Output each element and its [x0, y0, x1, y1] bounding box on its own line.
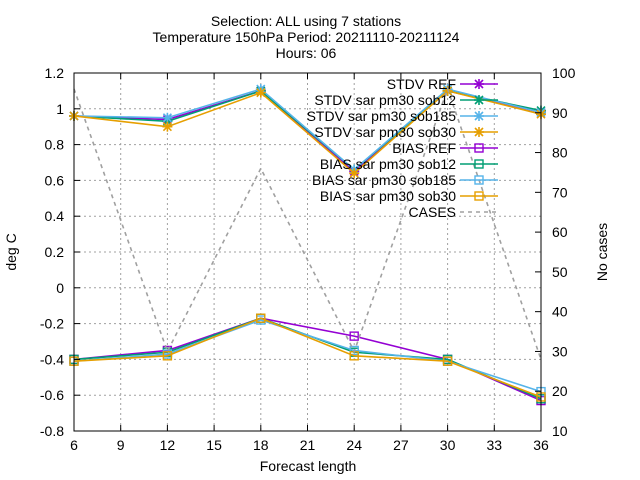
- legend-label-3: STDV sar pm30 sob30: [314, 124, 456, 140]
- x-axis: 6 9 12 15 18 21 24 27 30 33 36: [70, 73, 549, 453]
- y-axis-label: deg C: [3, 233, 19, 270]
- series-line-6: [73, 319, 542, 393]
- x-tick-label: 30: [440, 437, 456, 453]
- series-layer: [69, 84, 546, 406]
- y-tick-label: 0.4: [45, 208, 65, 224]
- data-point-3-2: [255, 87, 266, 98]
- x-tick-label: 27: [393, 437, 409, 453]
- y2-tick-label: 20: [552, 383, 568, 399]
- x-tick-label: 18: [253, 437, 269, 453]
- x-axis-label: Forecast length: [260, 458, 357, 474]
- data-point-2-1: [162, 112, 173, 123]
- title-line-2: Temperature 150hPa Period: 20211110-2021…: [153, 29, 460, 45]
- legend-label-4: BIAS REF: [392, 140, 456, 156]
- x-tick-label: 33: [487, 437, 503, 453]
- legend-marker-0: [474, 79, 484, 89]
- x-tick-label: 9: [117, 437, 125, 453]
- y-tick-label: 1.2: [45, 65, 65, 81]
- y-tick-label: 0.2: [45, 244, 65, 260]
- legend-marker-1: [474, 95, 484, 105]
- y-axis: -0.8 -0.6 -0.4 -0.2 0 0.2 0.4 0.6 0.8 1 1.2: [40, 65, 80, 439]
- x-tick-label: 15: [206, 437, 222, 453]
- data-point-7-4: [442, 356, 453, 366]
- series-line-3: [73, 90, 542, 175]
- y2-tick-label: 30: [552, 343, 568, 359]
- y2-tick-label: 90: [552, 105, 568, 121]
- legend-marker-3: [474, 127, 484, 137]
- x-tick-label: 12: [160, 437, 176, 453]
- x-tick-label: 24: [346, 437, 362, 453]
- series-line-8: [73, 86, 542, 360]
- legend-marker-2: [474, 111, 484, 121]
- y2-tick-label: 80: [552, 145, 568, 161]
- grid: [74, 73, 541, 431]
- legend-marker-4: [474, 143, 484, 153]
- y2-tick-label: 10: [552, 423, 568, 439]
- y2-tick-label: 50: [552, 264, 568, 280]
- data-point-7-2: [256, 313, 266, 323]
- title-line-1: Selection: ALL using 7 stations: [211, 13, 401, 29]
- y2-tick-label: 100: [552, 65, 576, 81]
- legend-marker-6: [474, 175, 484, 185]
- y2-tick-label: 40: [552, 304, 568, 320]
- legend-label-7: BIAS sar pm30 sob30: [320, 188, 456, 204]
- y2-tick-label: 70: [552, 184, 568, 200]
- legend-label-0: STDV REF: [387, 76, 456, 92]
- series-8: [73, 86, 542, 360]
- y-tick-label: -0.4: [40, 351, 64, 367]
- data-point-3-1: [162, 121, 173, 132]
- y2-tick-label: 60: [552, 224, 568, 240]
- legend-label-1: STDV sar pm30 sob12: [314, 92, 456, 108]
- y-tick-label: -0.6: [40, 387, 64, 403]
- y-tick-label: -0.8: [40, 423, 64, 439]
- data-point-7-1: [162, 351, 173, 361]
- data-point-3-3: [349, 168, 360, 179]
- y-tick-label: -0.2: [40, 316, 64, 332]
- title-line-3: Hours: 06: [276, 45, 337, 61]
- y-tick-label: 0: [56, 280, 64, 296]
- data-point-6-3: [349, 345, 359, 356]
- x-tick-label: 6: [70, 437, 78, 453]
- legend-marker-5: [474, 159, 484, 169]
- series-line-7: [73, 317, 542, 398]
- y2-axis-label: No cases: [594, 223, 610, 281]
- y-tick-label: 0.8: [45, 137, 65, 153]
- series-line-2: [73, 88, 542, 171]
- y-tick-label: 1: [56, 101, 64, 117]
- x-tick-label: 36: [533, 437, 549, 453]
- legend-label-5: BIAS sar pm30 sob12: [320, 156, 456, 172]
- legend-label-2: STDV sar pm30 sob185: [307, 108, 457, 124]
- y2-axis: 10 20 30 40 50 60 70 80 90 100: [535, 65, 576, 439]
- data-point-4-3: [349, 331, 359, 341]
- legend-marker-7: [474, 191, 484, 201]
- y-tick-label: 0.6: [45, 172, 65, 188]
- x-tick-label: 21: [300, 437, 316, 453]
- chart-title: Selection: ALL using 7 stations Temperat…: [153, 13, 460, 61]
- legend-label-6: BIAS sar pm30 sob185: [312, 172, 456, 188]
- legend-label-8: CASES: [409, 204, 456, 220]
